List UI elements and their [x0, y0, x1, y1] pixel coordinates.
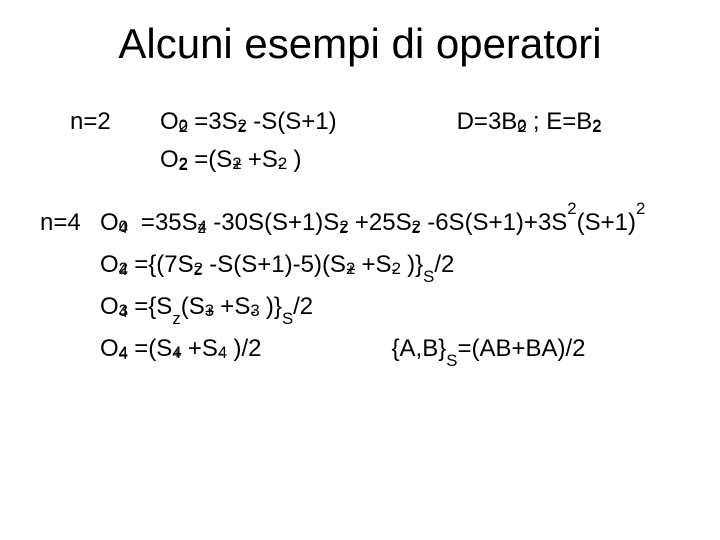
text: O	[160, 146, 179, 173]
sup: 3	[250, 301, 259, 321]
formula-AB-S: {A,B}S=(AB+BA)/2	[392, 335, 586, 363]
text: =(AB+BA)/2	[457, 335, 585, 362]
text: =3S	[194, 108, 237, 135]
text: O	[100, 251, 119, 278]
text: )	[294, 146, 302, 173]
sup: 0	[119, 217, 128, 237]
text: ={(7S	[134, 251, 193, 278]
sup: 0	[517, 116, 526, 136]
text: O	[100, 293, 119, 320]
sup: 2	[567, 199, 576, 218]
text: +S	[248, 146, 278, 173]
text: =(S	[194, 146, 232, 173]
sup: 0	[179, 116, 188, 136]
sub: S	[446, 351, 457, 370]
text: ={S	[134, 293, 172, 320]
text: =(S	[134, 335, 172, 362]
row-n4-eq4: O44=(S+4+S-4)/2 {A,B}S=(AB+BA)/2	[40, 335, 680, 377]
formula-O4-2: O42={(7Sz2-S(S+1)-5)(S+2+S-2)}S/2	[100, 251, 680, 279]
text: =35S	[134, 209, 197, 236]
formula-O4-0: O40 =35Sz4-30S(S+1)Sz2+25Sz2-6S(S+1)+3S2…	[100, 209, 645, 237]
text: O	[160, 108, 179, 135]
formula-D-E: D=3B20; E=B22	[457, 108, 608, 136]
formula-O2-0: O20=3Sz2-S(S+1)	[160, 108, 337, 136]
text: +S	[188, 335, 218, 362]
sup: 4	[218, 343, 227, 363]
row-n4-eq1: n=4 O40 =35Sz4-30S(S+1)Sz2+25Sz2-6S(S+1)…	[40, 209, 680, 237]
sup: 4	[198, 217, 207, 237]
sup: 2	[232, 154, 241, 174]
text: {A,B}	[392, 335, 447, 362]
label-n2: n=2	[70, 108, 160, 136]
text: )/2	[234, 335, 262, 362]
sup: 2	[278, 154, 287, 174]
text: -S(S+1)-5)(S	[209, 251, 346, 278]
sup: 2	[238, 116, 247, 136]
text: +S	[362, 251, 392, 278]
text: (S	[181, 293, 205, 320]
sup: 4	[172, 343, 181, 363]
sup: 2	[194, 259, 203, 279]
label-n4: n=4	[40, 209, 100, 237]
text: /2	[434, 251, 454, 278]
sup: 4	[119, 343, 128, 363]
sup: 2	[339, 217, 348, 237]
sup: 2	[346, 259, 355, 279]
formula-O4-4: O44=(S+4+S-4)/2	[100, 335, 262, 363]
text: +S	[220, 293, 250, 320]
text: -6S(S+1)+3S	[427, 209, 567, 236]
text: (S+1)	[577, 209, 636, 236]
formula-O4-3: O43={Sz(S+3+S-3)}S/2	[100, 293, 680, 321]
sup: 2	[392, 259, 401, 279]
sup: 2	[412, 217, 421, 237]
text: O	[100, 335, 119, 362]
text: ; E=B	[533, 108, 592, 135]
sup: 2	[636, 199, 645, 218]
sup: 2	[179, 154, 188, 174]
row-n2-eq1: n=2 O20=3Sz2-S(S+1) D=3B20; E=B22	[40, 108, 680, 136]
text: -S(S+1)	[253, 108, 336, 135]
text: /2	[293, 293, 313, 320]
text: +25S	[355, 209, 412, 236]
sup: 2	[592, 116, 601, 136]
text: O	[100, 209, 119, 236]
text: -30S(S+1)S	[213, 209, 339, 236]
sub: S	[282, 309, 293, 328]
sub: S	[423, 267, 434, 286]
sub: z	[172, 309, 180, 328]
formula-O2-2: O22=(S+2+S-2)	[160, 146, 680, 174]
text: )}	[266, 293, 282, 320]
slide-title: Alcuni esempi di operatori	[40, 20, 680, 68]
text: D=3B	[457, 108, 518, 135]
sup: 3	[119, 301, 128, 321]
sup: 2	[119, 259, 128, 279]
text: )}	[407, 251, 423, 278]
sup: 3	[205, 301, 214, 321]
